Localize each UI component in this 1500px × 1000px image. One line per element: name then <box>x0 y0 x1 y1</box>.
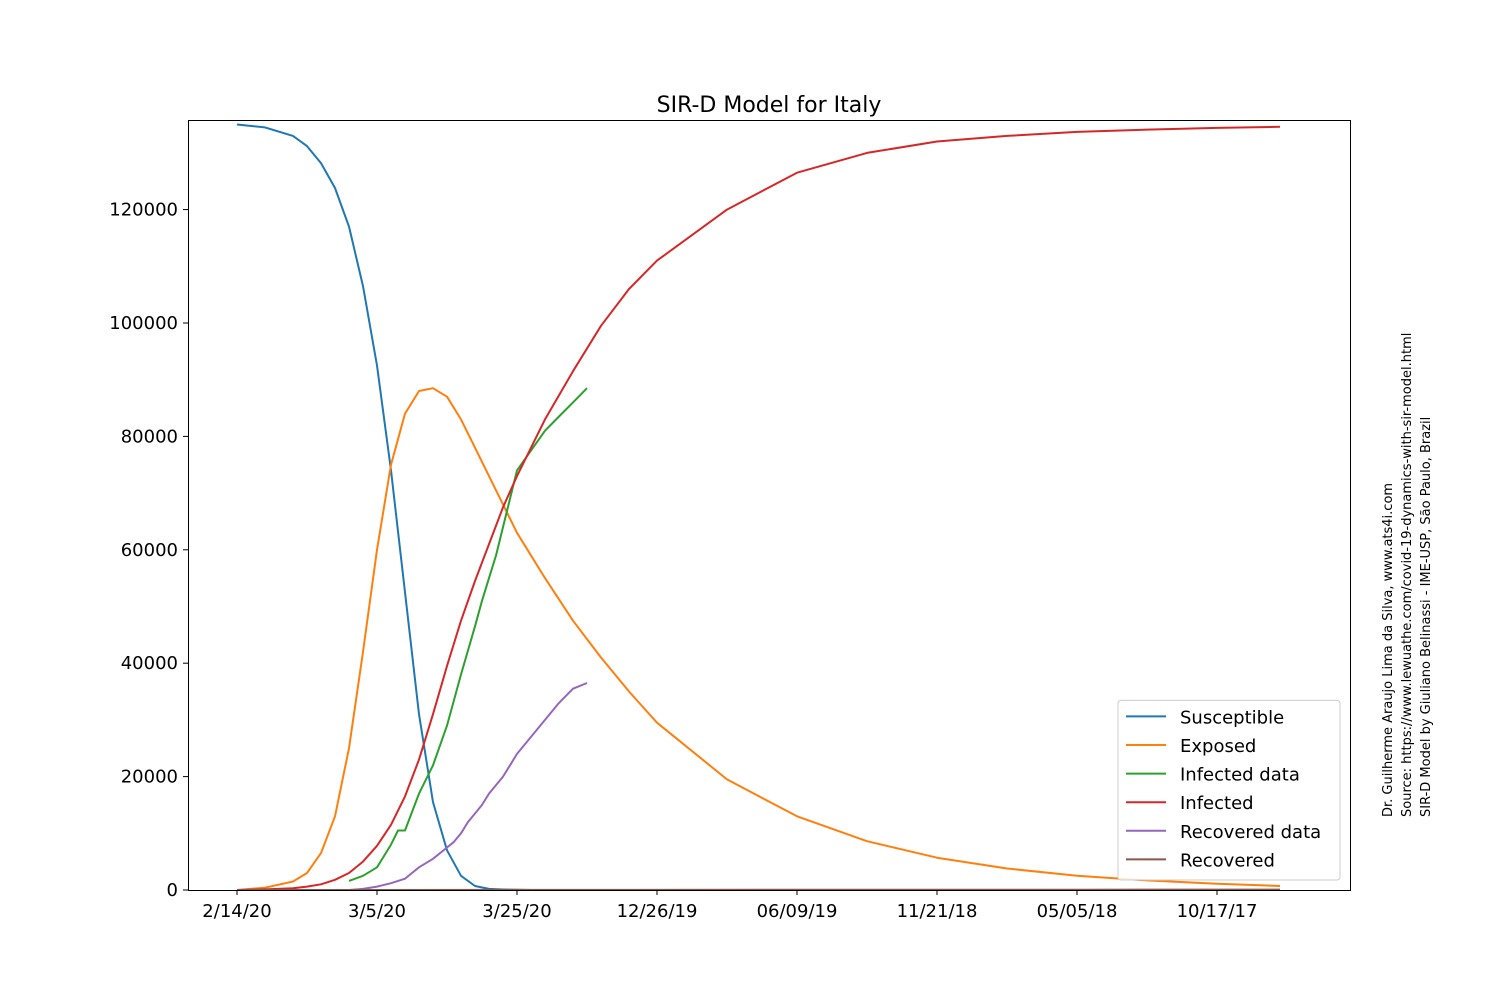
credits: Dr. Guilherme Araujo Lima da Silva, www.… <box>1381 333 1434 817</box>
legend-label: Recovered <box>1180 850 1275 871</box>
chart-title: SIR-D Model for Italy <box>657 93 882 118</box>
x-tick-label: 05/05/18 <box>1037 901 1118 922</box>
y-axis: 0 20000 40000 60000 80000 100000 120000 <box>109 200 188 901</box>
plot-frame <box>188 120 1351 891</box>
y-tick-label: 80000 <box>121 426 178 447</box>
y-tick-label: 20000 <box>121 767 178 788</box>
series-line-exposed <box>236 387 1281 891</box>
x-tick-label: 12/26/19 <box>617 901 698 922</box>
x-tick-label: 06/09/19 <box>757 901 838 922</box>
series-line-recovered-data <box>348 682 588 891</box>
credit-line-1: Dr. Guilherme Araujo Lima da Silva, www.… <box>1381 483 1396 817</box>
x-tick-label: 11/21/18 <box>897 901 978 922</box>
x-tick-label: 10/17/17 <box>1177 901 1258 922</box>
x-tick-label: 3/25/20 <box>482 901 551 922</box>
x-axis: 2/14/20 3/5/20 3/25/20 12/26/19 06/09/19 11/2… <box>202 890 1257 922</box>
credit-line-3: SIR-D Model by Giuliano Belinassi - IME-… <box>1419 417 1434 817</box>
legend-label: Susceptible <box>1180 707 1284 728</box>
legend-label: Exposed <box>1180 736 1256 757</box>
x-tick-label: 3/5/20 <box>348 901 406 922</box>
y-tick-label: 0 <box>167 880 178 901</box>
legend-box <box>1117 699 1341 881</box>
legend: Susceptible Exposed Infected data Infected R… <box>1117 699 1341 881</box>
y-tick-label: 40000 <box>121 653 178 674</box>
legend-label: Recovered data <box>1180 822 1321 843</box>
y-tick-label: 60000 <box>121 540 178 561</box>
legend-label: Infected <box>1180 793 1254 814</box>
credit-line-2: Source: https://www.lewuathe.com/covid-1… <box>1400 333 1415 817</box>
y-tick-label: 100000 <box>109 313 178 334</box>
legend-label: Infected data <box>1180 765 1300 786</box>
x-tick-label: 2/14/20 <box>202 901 271 922</box>
series-line-infected <box>236 125 1281 891</box>
y-tick-label: 120000 <box>109 200 178 221</box>
series-line-infected-data <box>348 387 588 882</box>
